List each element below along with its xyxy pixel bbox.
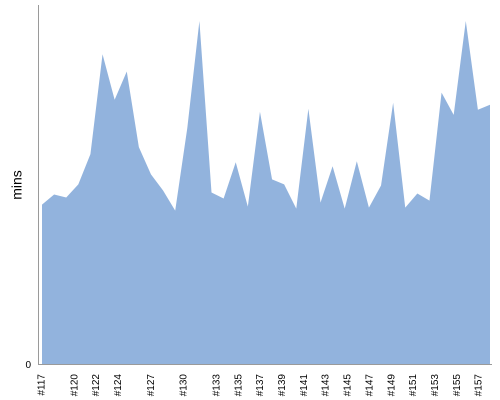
x-tick-label: #145 [343,374,354,397]
x-tick-label: #122 [91,374,102,397]
x-tick-label: #147 [364,374,375,397]
x-tick-label: #151 [408,374,419,397]
x-tick-label: #130 [179,374,190,397]
x-tick-label: #143 [321,374,332,397]
y-tick-label: 0 [25,360,31,371]
x-tick-label: #120 [69,374,80,397]
x-tick-label: #153 [430,374,441,397]
area-series [42,21,490,364]
x-tick-label: #133 [211,374,222,397]
y-axis-label: mins [9,170,25,200]
x-tick-label: #149 [386,374,397,397]
x-tick-label: #139 [277,374,288,397]
x-tick-labels: #117 #120 #122 #124 #127 #130 #133 #135 #137 #139… [37,374,485,397]
x-tick-label: #137 [255,374,266,397]
x-tick-label: #124 [113,374,124,397]
x-tick-label: #141 [299,374,310,397]
x-tick-label: #117 [37,374,48,396]
x-tick-label: #127 [146,374,157,397]
plot-area [42,21,490,364]
x-tick-label: #135 [233,374,244,397]
x-tick-label: #155 [452,374,463,397]
x-tick-label: #157 [474,374,485,397]
